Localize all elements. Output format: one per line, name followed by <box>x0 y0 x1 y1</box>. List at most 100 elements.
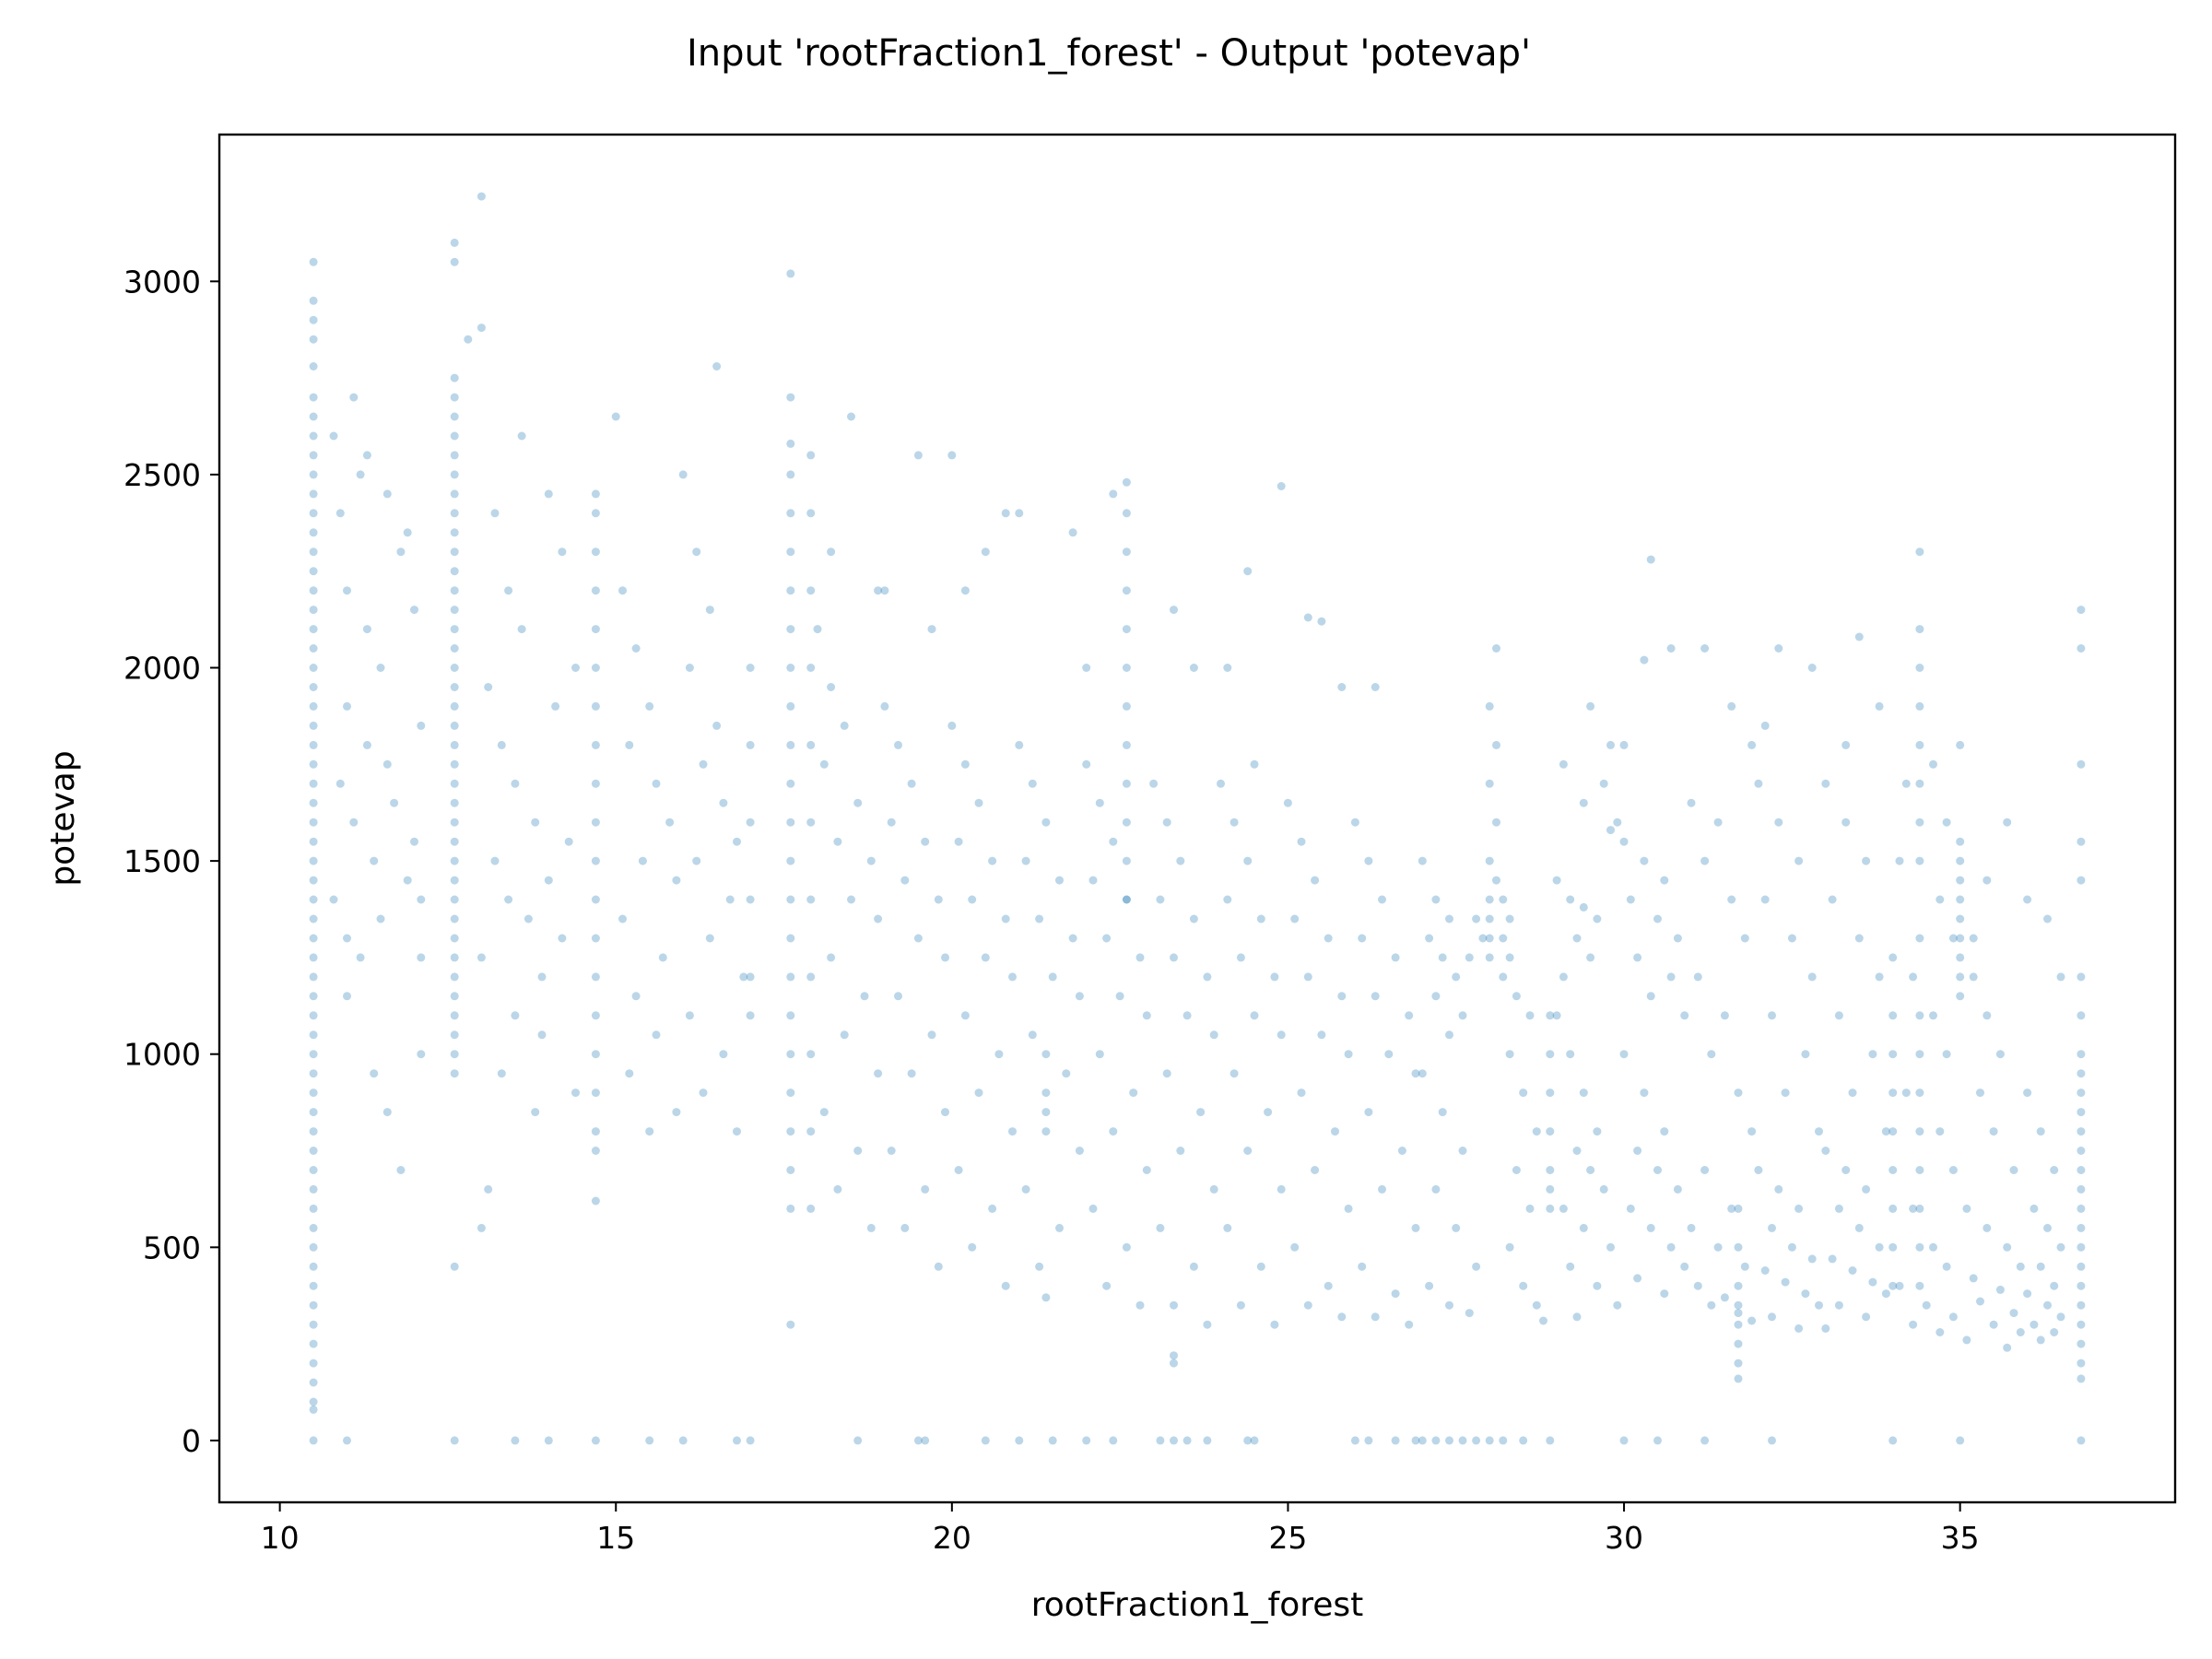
data-point <box>1774 1184 1783 1194</box>
data-point <box>1875 972 1884 982</box>
data-point <box>1142 1166 1151 1174</box>
data-point <box>309 257 318 266</box>
data-point <box>1485 953 1494 962</box>
data-point <box>1196 1108 1206 1117</box>
data-point <box>1189 1262 1198 1271</box>
data-point <box>1391 953 1400 962</box>
data-point <box>497 740 506 749</box>
data-point <box>618 586 627 595</box>
data-point <box>2003 1242 2012 1252</box>
data-point <box>309 876 318 885</box>
data-point <box>786 895 795 904</box>
data-point <box>2077 1050 2086 1059</box>
data-point <box>309 1262 318 1271</box>
data-point <box>524 914 533 924</box>
data-point <box>1075 1147 1084 1155</box>
data-point <box>1411 1069 1420 1078</box>
data-point <box>1901 779 1911 788</box>
data-point <box>1566 1050 1575 1059</box>
data-point <box>786 934 795 943</box>
y-tick-label: 0 <box>182 1423 201 1459</box>
data-point <box>1048 972 1057 982</box>
data-point <box>806 586 816 595</box>
data-point <box>309 1166 318 1174</box>
data-point <box>450 257 459 266</box>
data-point <box>2016 1328 2025 1336</box>
data-point <box>1801 1289 1810 1299</box>
data-point <box>450 489 459 499</box>
data-point <box>309 1147 318 1155</box>
data-point <box>1156 1223 1165 1232</box>
data-point <box>1525 1204 1535 1213</box>
data-point <box>1170 1359 1178 1368</box>
data-point <box>309 779 318 788</box>
data-point <box>827 683 836 691</box>
data-point <box>511 1436 520 1445</box>
data-point <box>1391 1436 1400 1445</box>
data-point <box>309 567 318 576</box>
data-point <box>1021 856 1030 865</box>
data-point <box>1915 1050 1924 1059</box>
data-point <box>853 798 863 807</box>
data-point <box>2050 1166 2059 1174</box>
data-point <box>544 1436 553 1445</box>
data-point <box>887 1147 896 1155</box>
data-point <box>1378 1184 1386 1194</box>
data-point <box>2030 1204 2039 1213</box>
data-point <box>1875 1242 1884 1252</box>
data-point <box>1646 1223 1655 1232</box>
data-point <box>1734 1088 1743 1098</box>
data-point <box>1815 1127 1823 1136</box>
data-point <box>1438 1108 1447 1117</box>
data-point <box>309 625 318 634</box>
data-point <box>1956 1436 1965 1445</box>
data-point <box>1862 1312 1871 1322</box>
x-tick-label: 35 <box>1941 1520 1980 1556</box>
data-point <box>1499 1436 1508 1445</box>
data-point <box>382 759 392 769</box>
data-point <box>1801 1050 1810 1059</box>
data-point <box>806 740 816 749</box>
data-point <box>1364 1436 1373 1445</box>
data-point <box>2030 1320 2039 1329</box>
data-point <box>1499 895 1508 904</box>
data-point <box>1895 856 1904 865</box>
data-point <box>2023 895 2032 904</box>
data-point <box>913 451 923 460</box>
data-point <box>981 953 990 962</box>
data-point <box>1283 798 1292 807</box>
data-point <box>450 586 459 595</box>
data-point <box>591 1147 600 1155</box>
data-point <box>1371 1312 1380 1322</box>
y-axis-ticks: 0 500 1000 1500 2000 2500 3000 <box>124 264 219 1459</box>
data-point <box>1135 953 1145 962</box>
data-point <box>1223 664 1232 672</box>
data-point <box>531 1108 540 1117</box>
data-point <box>1546 1088 1555 1098</box>
data-point <box>645 701 654 711</box>
data-point <box>2023 1088 2032 1098</box>
data-point <box>1828 895 1837 904</box>
data-point <box>1485 934 1494 943</box>
data-point <box>1189 664 1198 672</box>
data-point <box>1122 740 1131 749</box>
data-point <box>309 1088 318 1098</box>
data-point <box>1666 972 1676 982</box>
data-point <box>1358 934 1367 943</box>
data-point <box>819 1108 829 1117</box>
data-point <box>860 992 869 1001</box>
data-point <box>1888 1011 1898 1020</box>
data-point <box>1109 837 1118 846</box>
data-point <box>1445 1300 1453 1310</box>
data-point <box>1371 992 1380 1001</box>
data-point <box>1425 1281 1434 1290</box>
data-point <box>786 625 795 634</box>
data-point <box>981 1436 990 1445</box>
data-point <box>450 393 459 402</box>
data-point <box>1956 992 1965 1001</box>
data-point <box>1559 759 1568 769</box>
data-point <box>1956 914 1965 924</box>
data-point <box>450 876 459 885</box>
data-point <box>309 798 318 807</box>
data-point <box>746 895 755 904</box>
